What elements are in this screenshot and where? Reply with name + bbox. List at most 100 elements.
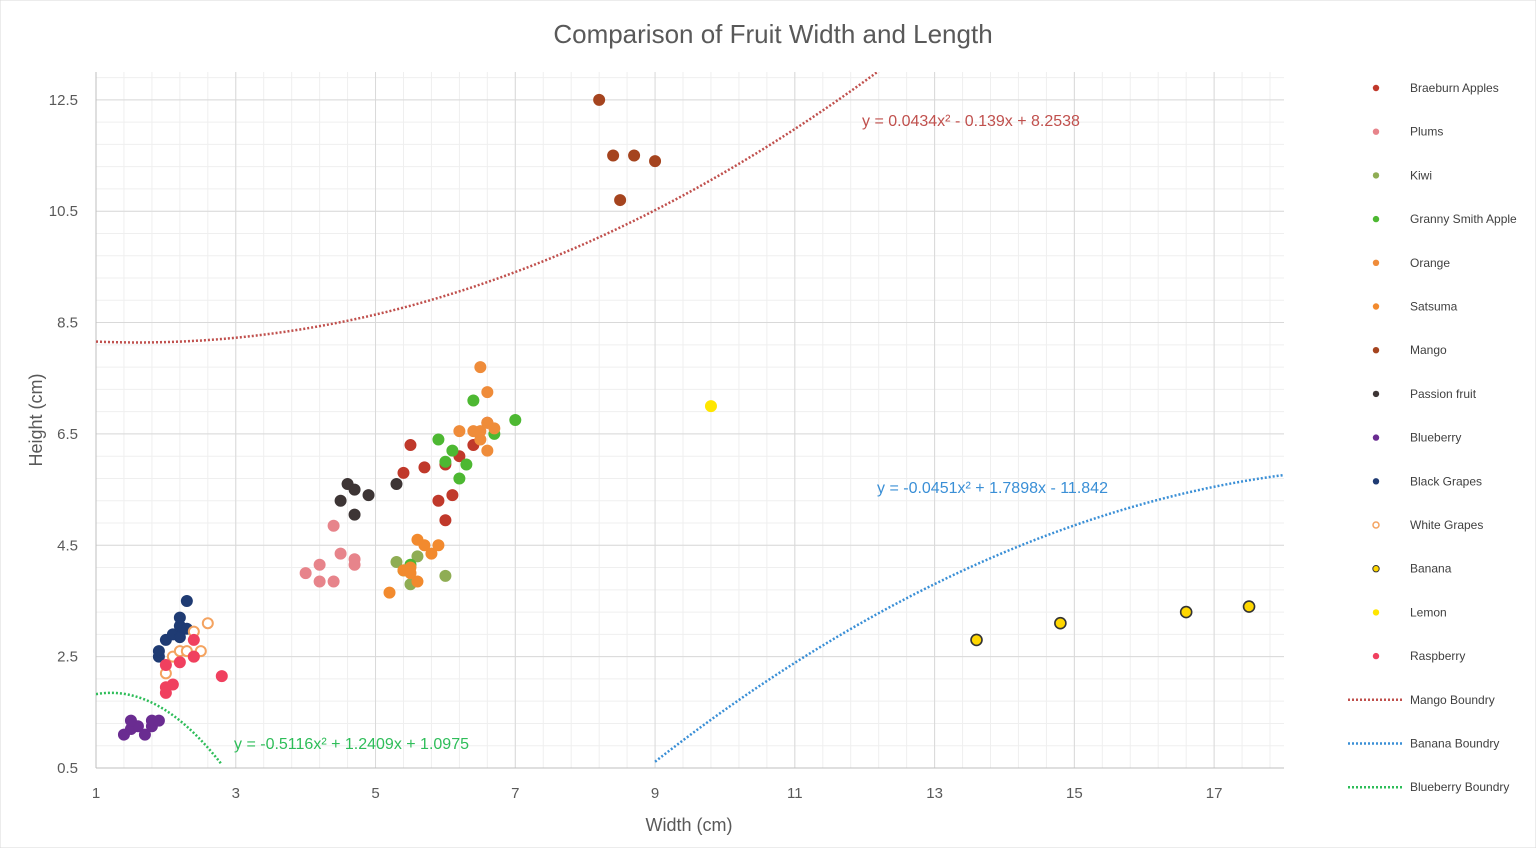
y-tick-label: 8.5 [57, 315, 78, 332]
point-plums [313, 575, 326, 588]
legend-marker [1372, 434, 1380, 441]
point-mango [614, 194, 627, 207]
legend-label: Orange [1410, 256, 1450, 270]
point-mango [649, 155, 662, 168]
point-raspberry [166, 678, 179, 691]
point-kiwi [390, 555, 403, 568]
y-tick-label: 10.5 [49, 203, 78, 220]
legend-marker [1372, 303, 1380, 310]
x-tick-label: 7 [511, 785, 519, 802]
point-orange [474, 433, 487, 446]
legend-marker [1372, 215, 1380, 223]
point-granny-smith-apple [439, 455, 452, 468]
legend-label: Banana Boundry [1410, 737, 1499, 751]
point-satsuma [383, 586, 396, 599]
point-satsuma [404, 561, 417, 574]
y-tick-label: 12.5 [49, 92, 78, 109]
legend-label: Satsuma [1410, 300, 1458, 314]
point-banana [1179, 605, 1193, 619]
legend-marker [1372, 565, 1380, 573]
point-orange [453, 425, 466, 438]
point-blueberry [152, 714, 165, 727]
x-tick-label: 17 [1206, 785, 1223, 802]
legend-label: Blueberry Boundry [1410, 780, 1509, 794]
point-passion-fruit [348, 508, 361, 521]
axes: 1 3 5 7 9 11 13 15 170.52.54.56.58.510.512.5 [49, 72, 1284, 802]
legend-label: Mango [1410, 343, 1447, 357]
point-banana [1242, 600, 1256, 613]
point-blueberry [138, 728, 151, 741]
legend-label: White Grapes [1410, 518, 1483, 532]
x-axis-title: Width (cm) [646, 815, 733, 835]
point-orange [481, 416, 494, 429]
point-raspberry [187, 650, 200, 663]
point-braeburn-apples [418, 461, 431, 474]
trendline-equations: y = 0.0434x² - 0.139x + 8.2538 y = -0.045… [234, 113, 1108, 753]
point-white-grapes [201, 617, 214, 630]
point-orange [474, 361, 487, 374]
point-granny-smith-apple [446, 444, 459, 457]
point-kiwi [411, 550, 424, 563]
trendline-blueberry-boundry [96, 691, 223, 766]
point-blueberry [124, 714, 137, 727]
point-plums [327, 519, 340, 532]
point-mango [593, 93, 606, 106]
point-passion-fruit [348, 483, 361, 496]
point-mango [607, 149, 620, 162]
point-passion-fruit [362, 489, 375, 502]
point-granny-smith-apple [467, 394, 480, 407]
point-plums [313, 558, 326, 571]
point-orange [467, 425, 480, 438]
point-satsuma [411, 575, 424, 588]
point-lemon [704, 400, 717, 413]
legend-label: Banana [1410, 562, 1452, 576]
legend-marker [1372, 259, 1380, 266]
point-plums [327, 575, 340, 588]
x-tick-label: 15 [1066, 785, 1083, 802]
legend-label: Kiwi [1410, 168, 1432, 182]
trendline-banana-boundry [654, 473, 1284, 763]
point-passion-fruit [334, 494, 347, 507]
point-satsuma [432, 539, 445, 552]
legend-marker [1372, 652, 1380, 660]
point-braeburn-apples [397, 466, 410, 479]
point-banana [970, 633, 983, 647]
point-satsuma [425, 547, 438, 560]
x-tick-label: 11 [787, 785, 803, 802]
legend-marker [1372, 390, 1380, 398]
point-plums [334, 547, 347, 560]
trendlines [96, 72, 1284, 766]
point-black-grapes [180, 594, 193, 607]
point-granny-smith-apple [432, 433, 445, 446]
point-passion-fruit [390, 478, 403, 491]
y-axis-title: Height (cm) [26, 373, 46, 466]
y-tick-label: 4.5 [57, 537, 78, 554]
chart-title: Comparison of Fruit Width and Length [553, 19, 992, 49]
point-raspberry [187, 633, 200, 646]
legend-label: Blueberry [1410, 431, 1461, 445]
x-tick-label: 3 [232, 785, 240, 802]
legend-marker [1372, 609, 1380, 616]
grid [95, 72, 1284, 769]
trendline-equation-mango-boundry: y = 0.0434x² - 0.139x + 8.2538 [862, 113, 1080, 130]
trendline-equation-blueberry-boundry: y = -0.5116x² + 1.2409x + 1.0975 [234, 736, 469, 753]
legend-label: Braeburn Apples [1410, 81, 1499, 95]
legend-label: Raspberry [1410, 649, 1465, 663]
point-granny-smith-apple [460, 458, 473, 471]
point-kiwi [439, 569, 452, 582]
y-tick-label: 0.5 [57, 760, 78, 777]
point-mango [628, 149, 641, 162]
legend-marker [1372, 521, 1380, 529]
legend-marker [1372, 478, 1380, 485]
point-plums [348, 558, 361, 571]
point-satsuma [418, 539, 431, 552]
legend-marker [1372, 347, 1380, 354]
legend: Braeburn Apples Plums Kiwi Granny Smith App… [1348, 81, 1517, 794]
point-black-grapes [173, 611, 186, 624]
legend-label: Mango Boundry [1410, 693, 1495, 707]
point-plums [299, 567, 312, 580]
trendline-equation-banana-boundry: y = -0.0451x² + 1.7898x - 11.842 [877, 480, 1108, 497]
legend-label: Lemon [1410, 605, 1447, 619]
legend-marker [1372, 84, 1380, 92]
